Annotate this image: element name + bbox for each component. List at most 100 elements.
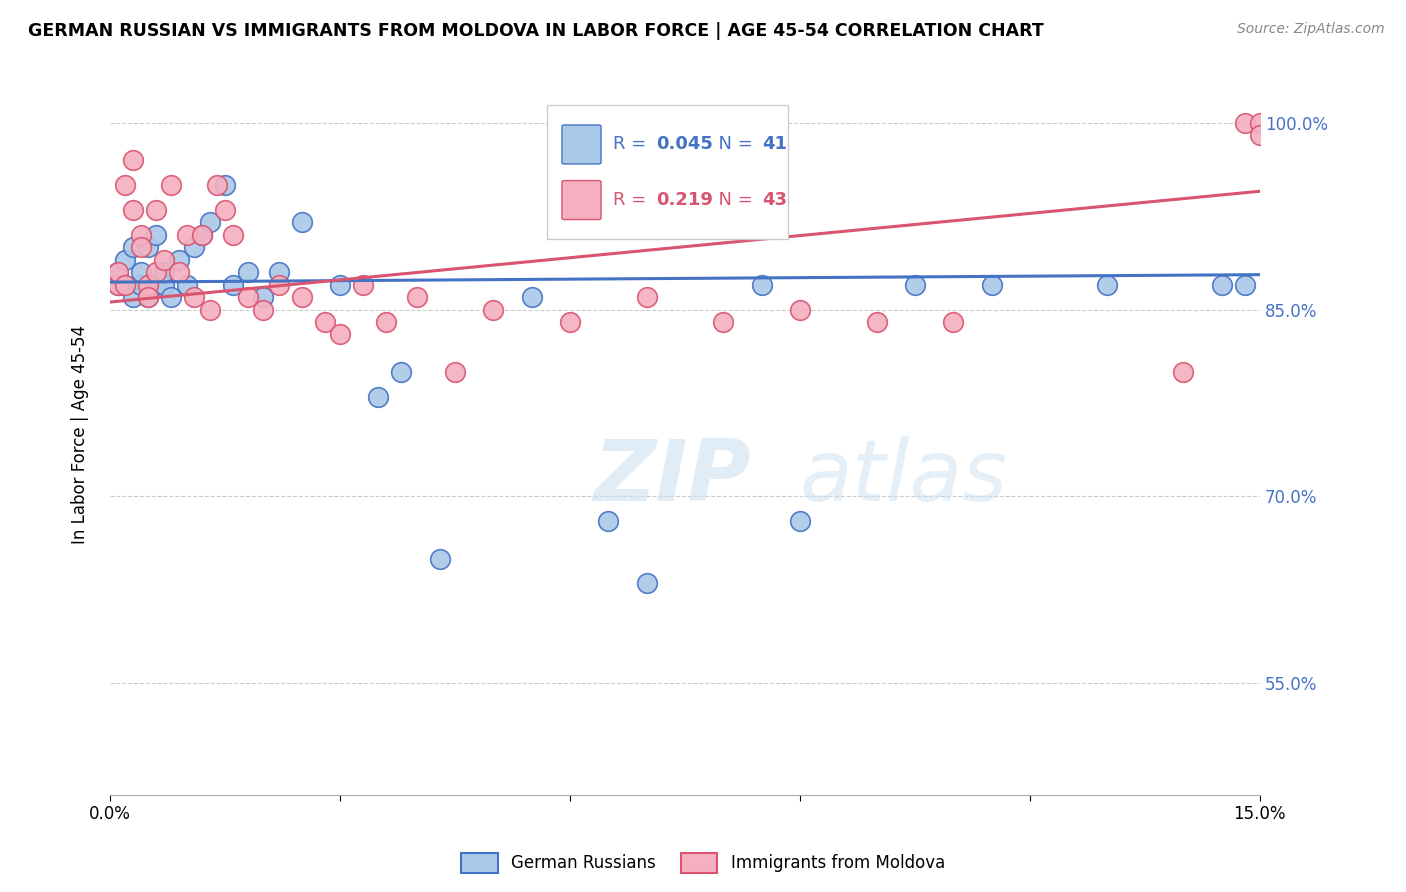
Point [176,277,198,292]
Point [1233,277,1256,292]
FancyBboxPatch shape [562,180,600,219]
Point [789,302,811,317]
Text: N =: N = [707,136,758,153]
Point [152,252,174,267]
Point [138,240,160,254]
Point [598,514,620,528]
Point [176,227,198,242]
Point [636,290,658,304]
Point [789,514,811,528]
Point [114,252,136,267]
Point [138,290,160,304]
Point [267,265,290,279]
Point [160,290,183,304]
Point [222,227,245,242]
Point [183,290,205,304]
Text: 43: 43 [762,191,787,209]
Text: 0.045: 0.045 [657,136,713,153]
Point [214,202,236,217]
Point [429,551,451,566]
Point [114,178,136,192]
Point [145,265,167,279]
Text: atlas: atlas [800,436,1008,519]
Point [145,202,167,217]
Legend: German Russians, Immigrants from Moldova: German Russians, Immigrants from Moldova [454,847,952,880]
Point [329,327,352,342]
Point [107,277,129,292]
Point [236,265,259,279]
Point [482,302,505,317]
Point [352,277,374,292]
Point [145,227,167,242]
Text: 41: 41 [762,136,787,153]
Text: Source: ZipAtlas.com: Source: ZipAtlas.com [1237,22,1385,37]
Point [198,215,221,229]
Point [751,277,773,292]
Point [167,265,190,279]
Point [389,365,412,379]
Point [107,265,129,279]
Point [1249,116,1271,130]
Point [145,277,167,292]
Point [183,240,205,254]
Point [904,277,927,292]
Point [114,277,136,292]
Point [367,390,389,404]
Point [558,190,581,204]
Point [152,265,174,279]
Point [711,315,734,329]
Point [167,252,190,267]
Point [138,277,160,292]
FancyBboxPatch shape [547,105,789,239]
Text: GERMAN RUSSIAN VS IMMIGRANTS FROM MOLDOVA IN LABOR FORCE | AGE 45-54 CORRELATION: GERMAN RUSSIAN VS IMMIGRANTS FROM MOLDOV… [28,22,1043,40]
FancyBboxPatch shape [562,125,600,164]
Text: ZIP: ZIP [593,436,751,519]
Point [405,290,427,304]
Point [129,227,152,242]
Point [191,227,214,242]
Point [252,290,274,304]
Point [222,277,245,292]
Point [314,315,336,329]
Point [444,365,467,379]
Point [942,315,965,329]
Y-axis label: In Labor Force | Age 45-54: In Labor Force | Age 45-54 [72,325,89,543]
Point [160,178,183,192]
Point [329,277,352,292]
Text: R =: R = [613,136,651,153]
Text: R =: R = [613,191,657,209]
Point [129,277,152,292]
Point [1173,365,1195,379]
Point [636,576,658,591]
Point [236,290,259,304]
Point [252,302,274,317]
Point [114,277,136,292]
Text: 0.219: 0.219 [657,191,713,209]
Point [214,178,236,192]
Point [1095,277,1118,292]
Point [291,215,314,229]
Point [865,315,887,329]
Point [291,290,314,304]
Point [107,277,129,292]
Point [1233,116,1256,130]
Point [122,240,145,254]
Point [1211,277,1233,292]
Point [129,240,152,254]
Point [1249,128,1271,143]
Point [129,265,152,279]
Point [152,277,174,292]
Point [267,277,290,292]
Point [122,202,145,217]
Point [107,265,129,279]
Point [980,277,1002,292]
Text: N =: N = [707,191,758,209]
Point [198,302,221,317]
Point [191,227,214,242]
Point [122,153,145,168]
Point [207,178,229,192]
Point [138,290,160,304]
Point [375,315,398,329]
Point [122,290,145,304]
Point [558,315,581,329]
